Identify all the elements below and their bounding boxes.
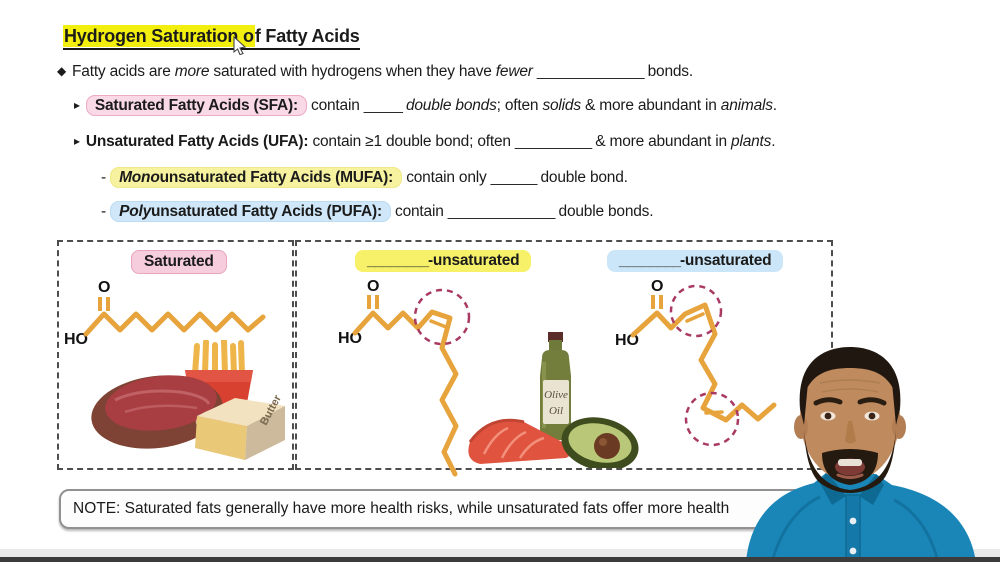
pufa-line: - Polyunsaturated Fatty Acids (PUFA): co… xyxy=(101,201,654,222)
instructor-nose xyxy=(845,421,856,444)
pufa-text: contain xyxy=(390,203,448,220)
bottom-player-bar xyxy=(0,557,1000,562)
salmon-icon xyxy=(468,418,573,464)
unsaturated-foods-image: Olive Oil xyxy=(468,332,639,468)
mufa-text: contain only xyxy=(402,169,491,186)
sfa-blank: _____ xyxy=(363,97,403,114)
bottom-gray-strip xyxy=(0,549,1000,558)
ufa-period: . xyxy=(771,133,776,150)
ufa-text2: & more abundant in xyxy=(591,133,732,150)
mufa-blank: ______ xyxy=(490,169,538,186)
olive-label: Olive xyxy=(544,389,568,401)
sfa-text3: & more abundant in xyxy=(580,97,721,114)
intro-more: more xyxy=(174,63,210,80)
poly-label-blank: ________ xyxy=(619,252,681,269)
pufa-text2: double bonds. xyxy=(554,203,654,220)
ufa-text: contain ≥1 double bond; often xyxy=(308,133,515,150)
oil-label: Oil xyxy=(549,405,563,417)
instructor-eyes xyxy=(824,412,832,420)
intro-blank: ______________ xyxy=(536,63,645,80)
cursor-icon xyxy=(233,36,247,55)
intro-fewer: fewer xyxy=(495,63,533,80)
intro-text2: saturated with hydrogens when they have xyxy=(209,63,496,80)
title-rest: f Fatty Acids xyxy=(254,26,360,46)
shirt-button xyxy=(849,547,857,555)
sfa-animals: animals xyxy=(720,97,773,114)
ufa-term: Unsaturated Fatty Acids (UFA): xyxy=(85,133,309,150)
note-box: NOTE: Saturated fats generally have more… xyxy=(59,489,845,529)
sfa-text: contain xyxy=(306,97,364,114)
oxygen-label: O xyxy=(98,279,110,296)
butter-icon: Butter xyxy=(195,393,285,460)
mufa-term: Monounsaturated Fatty Acids (MUFA): xyxy=(110,167,403,188)
triangle-bullet-icon: ▸ xyxy=(74,134,80,148)
mufa-mono: Mono xyxy=(119,169,160,186)
oxygen-label: O xyxy=(651,278,663,295)
sfa-double-bonds: double bonds xyxy=(401,97,497,114)
sfa-period: . xyxy=(772,97,777,114)
hydroxyl-label: HO xyxy=(64,331,88,348)
intro-text: Fatty acids are xyxy=(72,63,175,80)
sfa-term: Saturated Fatty Acids (SFA): xyxy=(85,95,307,116)
saturated-box xyxy=(57,240,294,470)
double-bond-circle xyxy=(684,391,740,447)
sfa-line: ▸ Saturated Fatty Acids (SFA): contain __… xyxy=(74,95,777,116)
mono-structure: O HO xyxy=(338,278,471,477)
mono-label-blank: ________ xyxy=(367,252,429,269)
double-bond-circle xyxy=(669,284,723,338)
mufa-line: - Monounsaturated Fatty Acids (MUFA): co… xyxy=(101,167,628,188)
instructor-hair xyxy=(799,347,901,409)
saturated-foods-image: Butter xyxy=(91,340,285,460)
dash-bullet: - xyxy=(101,203,106,220)
dash-bullet: - xyxy=(101,169,106,186)
mufa-rest: unsaturated Fatty Acids (MUFA): xyxy=(159,169,394,186)
ufa-line: ▸ Unsaturated Fatty Acids (UFA): contain … xyxy=(74,133,776,151)
intro-text3: bonds. xyxy=(643,63,694,80)
instructor-face xyxy=(800,353,900,481)
poly-unsaturated-label: ________-unsaturated xyxy=(607,250,784,272)
sfa-solids: solids xyxy=(542,97,581,114)
ufa-blank: __________ xyxy=(514,133,592,150)
sfa-text2: ; often xyxy=(496,97,543,114)
pufa-rest: unsaturated Fatty Acids (PUFA): xyxy=(151,203,382,220)
double-bond-circle xyxy=(413,288,471,346)
note-text: NOTE: Saturated fats generally have more… xyxy=(73,500,730,517)
ufa-plants: plants xyxy=(731,133,772,150)
oxygen-label: O xyxy=(367,278,379,295)
title-highlighted: Hydrogen Saturation o xyxy=(63,25,255,47)
intro-line: ◆ Fatty acids are more saturated with hyd… xyxy=(57,63,693,81)
instructor-teeth xyxy=(838,459,862,466)
mono-unsaturated-label: ________-unsaturated xyxy=(355,250,532,272)
shirt-placket xyxy=(845,494,861,562)
diamond-bullet-icon: ◆ xyxy=(57,64,67,78)
steak-icon xyxy=(91,375,227,449)
pufa-blank: ______________ xyxy=(447,203,556,220)
avocado-icon xyxy=(561,417,639,468)
pufa-term: Polyunsaturated Fatty Acids (PUFA): xyxy=(110,201,391,222)
mono-label-text: -unsaturated xyxy=(427,252,520,269)
poly-label-text: -unsaturated xyxy=(679,252,772,269)
olive-oil-bottle-icon: Olive Oil xyxy=(540,332,571,440)
saturated-label: Saturated xyxy=(131,250,227,274)
mufa-text2: double bond. xyxy=(536,169,628,186)
instructor-video-overlay xyxy=(746,347,976,562)
triangle-bullet-icon: ▸ xyxy=(74,98,80,112)
shirt-button xyxy=(849,517,857,525)
instructor-eyebrows xyxy=(813,397,843,406)
saturated-structure: O HO xyxy=(64,279,266,348)
pufa-poly: Poly xyxy=(119,203,152,220)
page-title: Hydrogen Saturation of Fatty Acids xyxy=(63,25,360,50)
poly-structure: O HO xyxy=(615,278,777,447)
instructor-shirt xyxy=(746,472,976,562)
